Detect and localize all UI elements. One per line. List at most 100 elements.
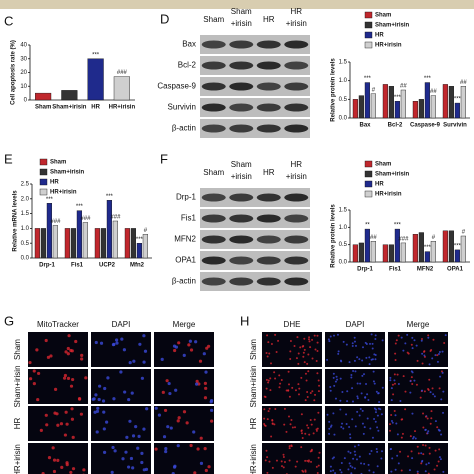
significance-label: ### — [117, 70, 128, 76]
cell-dot — [282, 455, 285, 458]
cell-dot — [394, 414, 397, 417]
cell-dot — [434, 449, 437, 452]
y-axis-label: Relative mRNA levels — [13, 190, 19, 252]
significance-label: *** — [136, 237, 144, 243]
cell-dot — [336, 333, 339, 336]
blot-band — [229, 124, 254, 133]
cell-dot — [396, 454, 399, 457]
cell-dot — [430, 348, 433, 351]
bar — [82, 222, 89, 259]
cell-dot — [268, 460, 271, 463]
cell-dot — [332, 372, 335, 375]
cell-dot — [306, 459, 309, 462]
cell-dot — [438, 350, 441, 353]
cell-dot — [283, 423, 286, 426]
cell-dot — [430, 417, 433, 420]
significance-label: ### — [110, 215, 121, 221]
cell-dot — [271, 422, 274, 425]
x-tick-label: OPA1 — [447, 267, 464, 273]
x-tick-label: Bcl-2 — [388, 123, 403, 129]
blot-band — [284, 103, 309, 112]
cell-dot — [36, 397, 40, 402]
cell-dot — [316, 372, 319, 375]
cell-dot — [142, 334, 146, 338]
bar — [424, 251, 431, 263]
cell-dot — [306, 396, 309, 399]
cell-dot — [270, 343, 273, 346]
blot-row-label: OPA1 — [175, 256, 196, 265]
cell-dot — [329, 335, 332, 338]
cell-dot — [266, 471, 269, 474]
cell-dot — [353, 359, 356, 362]
cell-dot — [273, 423, 276, 426]
cell-dot — [368, 356, 371, 359]
cell-dot — [111, 445, 115, 450]
cell-dot — [353, 336, 356, 339]
cell-dot — [355, 458, 358, 461]
cell-dot — [360, 462, 363, 465]
cell-dot — [361, 346, 364, 349]
cell-dot — [142, 427, 146, 431]
significance-label: *** — [76, 204, 84, 210]
significance-label: *** — [106, 194, 114, 200]
cell-dot — [402, 349, 405, 352]
significance-label: *** — [394, 223, 402, 229]
blot-strip — [200, 272, 310, 291]
cell-dot — [433, 468, 436, 471]
cell-dot — [444, 334, 447, 337]
bar — [412, 234, 419, 263]
cell-dot — [361, 359, 364, 362]
cell-dot — [140, 460, 144, 465]
cell-dot — [307, 460, 310, 463]
cell-dot — [428, 446, 431, 449]
cell-dot — [137, 434, 141, 438]
cell-dot — [359, 382, 362, 385]
cell-dot — [299, 346, 302, 349]
channel-label: DAPI — [112, 320, 131, 329]
blot-band — [229, 235, 254, 244]
cell-dot — [142, 360, 146, 364]
cell-dot — [372, 471, 375, 474]
cell-dot — [275, 459, 278, 462]
cell-dot — [394, 352, 397, 355]
cell-dot — [372, 370, 375, 373]
cell-dot — [395, 422, 398, 425]
blot-strip — [200, 77, 310, 96]
channel-label: MitoTracker — [37, 320, 79, 329]
cell-dot — [395, 339, 398, 342]
cell-dot — [378, 400, 381, 403]
cell-dot — [316, 427, 319, 430]
cell-dot — [347, 468, 350, 471]
bar — [136, 242, 143, 259]
cell-dot — [329, 470, 332, 473]
blot-band — [229, 256, 254, 265]
cell-dot — [131, 466, 135, 470]
cell-dot — [297, 362, 300, 365]
cell-dot — [124, 450, 128, 454]
significance-label: ## — [430, 89, 437, 95]
cell-dot — [345, 413, 348, 416]
cell-dot — [394, 359, 397, 362]
cell-dot — [32, 369, 36, 373]
bar — [442, 230, 449, 263]
blot-band — [201, 40, 226, 49]
cell-dot — [266, 418, 269, 421]
legend-swatch — [364, 41, 373, 49]
cell-dot — [52, 469, 57, 474]
cell-dot — [439, 375, 442, 378]
panel-label: G — [4, 313, 14, 328]
cell-dot — [381, 450, 384, 453]
significance-label: ** — [365, 223, 370, 229]
cell-dot — [390, 470, 393, 473]
cell-dot — [304, 469, 307, 472]
cell-dot — [192, 430, 196, 434]
cell-dot — [423, 354, 426, 357]
cell-dot — [294, 465, 297, 468]
cell-dot — [66, 346, 70, 351]
cell-dot — [424, 429, 427, 432]
significance-label: # — [432, 235, 436, 241]
cell-dot — [307, 370, 310, 373]
cell-dot — [271, 419, 274, 422]
blot-band — [201, 235, 226, 244]
cell-dot — [368, 452, 371, 455]
